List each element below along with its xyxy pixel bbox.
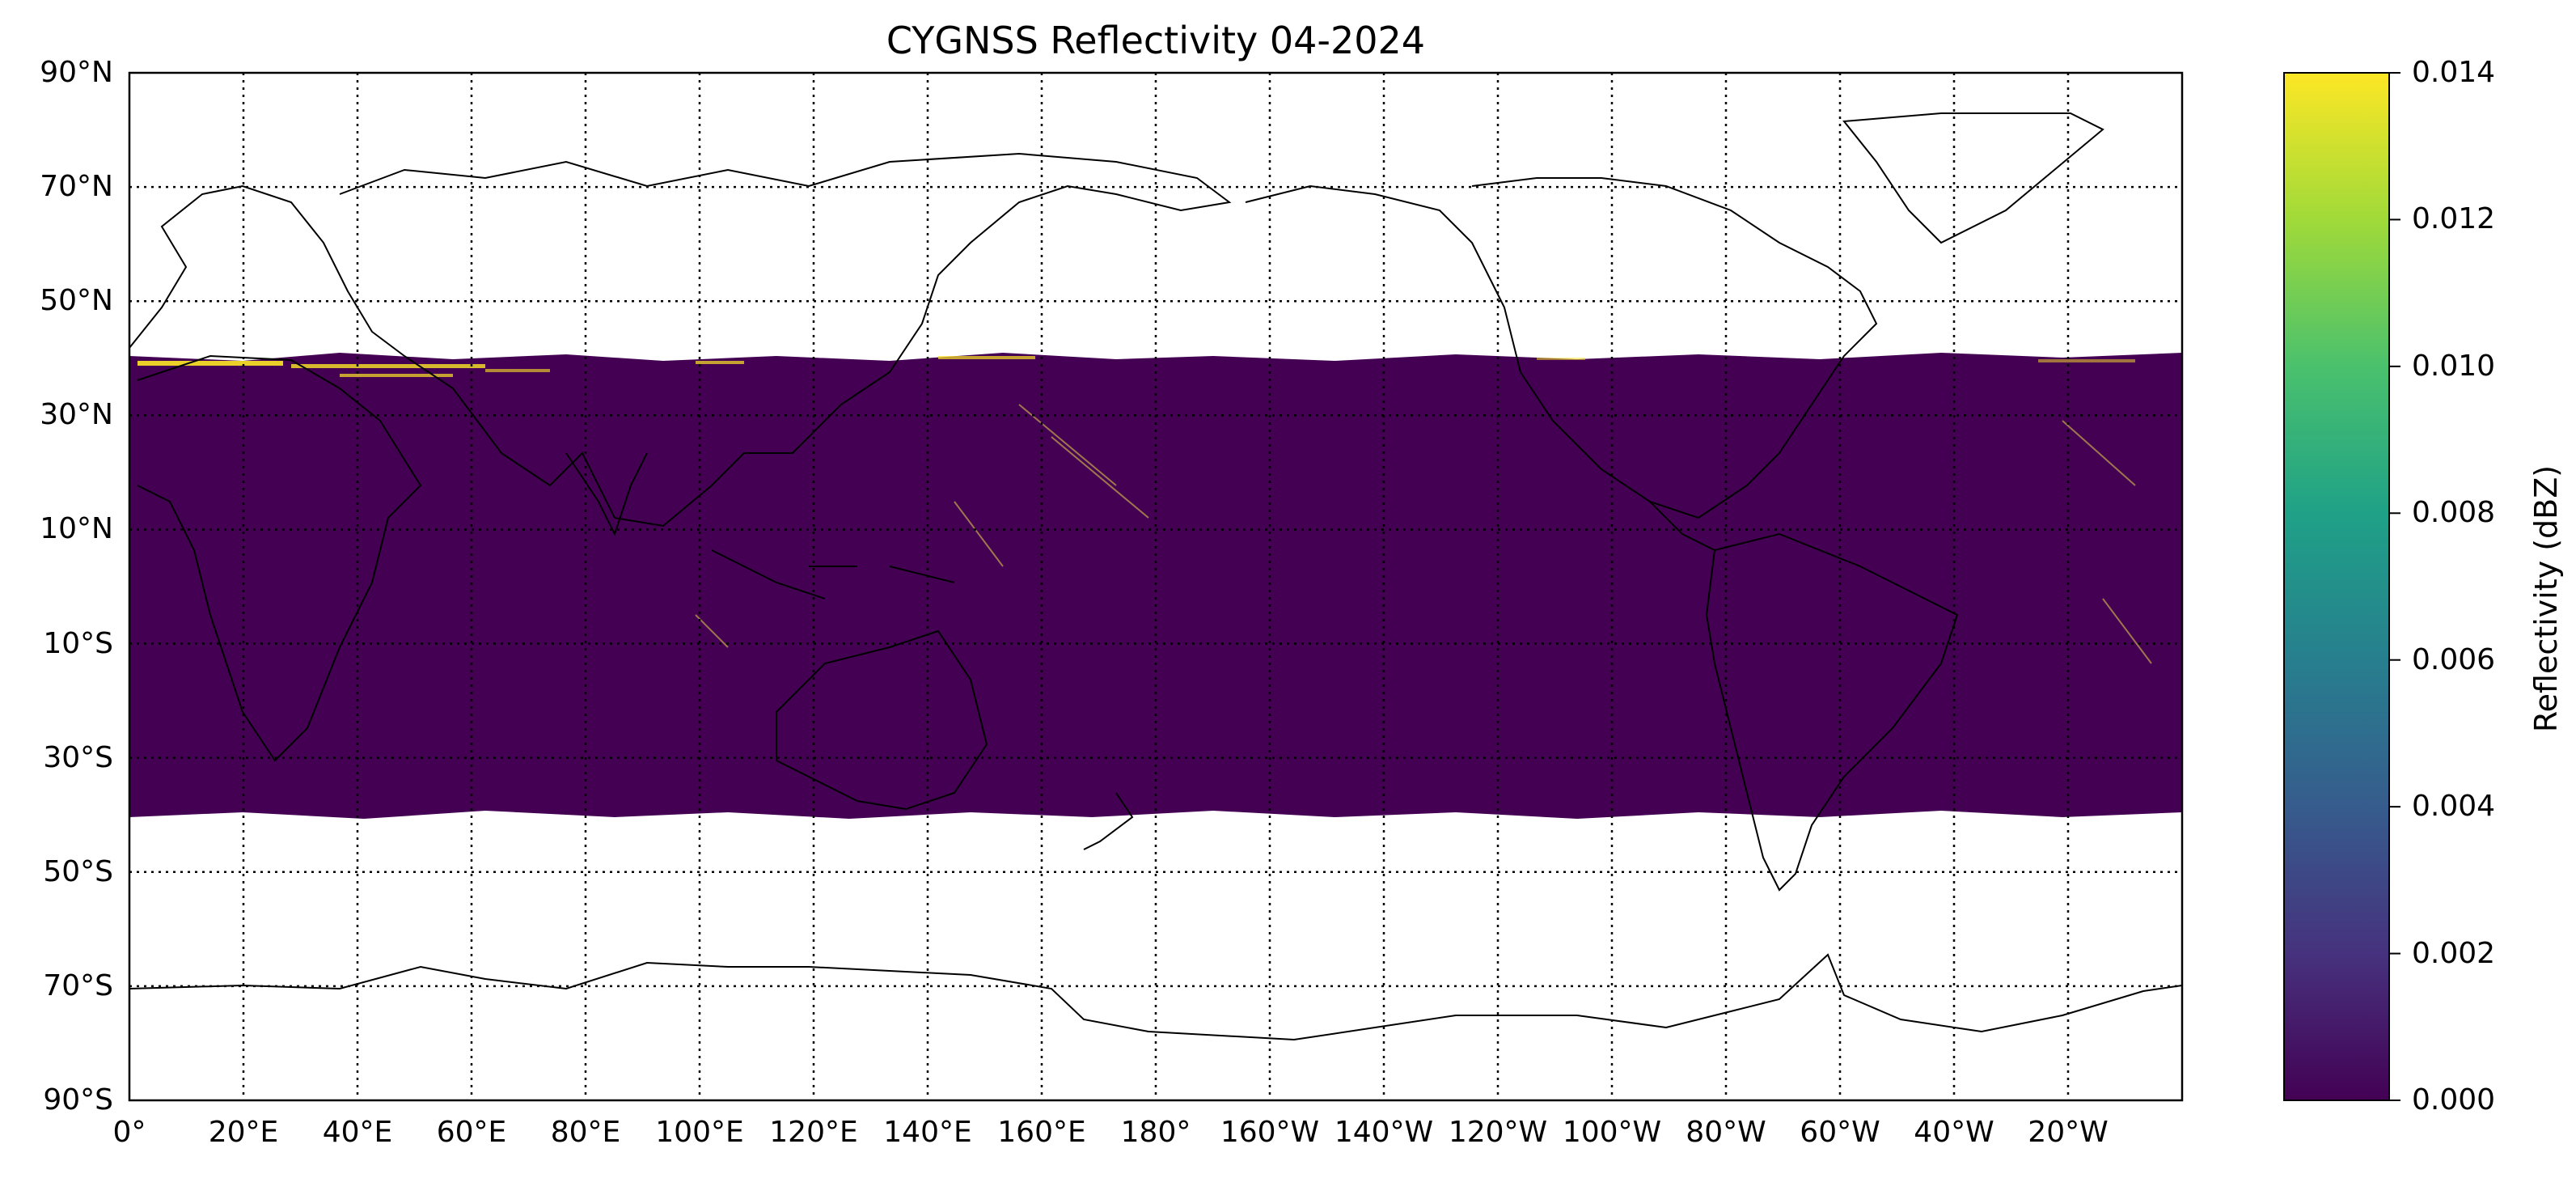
lat-label: 70°N [40, 170, 113, 204]
lat-label: 90°N [40, 56, 113, 89]
map-title: CYGNSS Reflectivity 04-2024 [886, 19, 1426, 62]
lon-label: 140°W [1334, 1116, 1434, 1149]
graticule [129, 73, 2182, 1100]
lat-label: 90°S [43, 1083, 113, 1117]
colorbar-label: Reflectivity (dBZ) [2528, 464, 2564, 733]
colorbar-tick-label: 0.000 [2412, 1083, 2496, 1117]
lat-label: 10°S [43, 626, 113, 660]
north-america-coastline [1245, 177, 1878, 519]
lon-label: 120°E [769, 1116, 858, 1149]
europe-coastline [129, 184, 405, 357]
india-coastline [565, 452, 648, 536]
lon-label: 160°E [997, 1116, 1086, 1149]
colorbar-tick-label: 0.002 [2412, 936, 2496, 970]
lat-label: 70°S [43, 968, 113, 1002]
lon-label: 20°W [2028, 1116, 2109, 1149]
lat-label: 10°N [40, 512, 113, 546]
coastlines [129, 112, 2182, 1041]
lat-label: 50°S [43, 854, 113, 888]
lat-label: 30°S [43, 740, 113, 774]
lon-label: 60°E [436, 1116, 507, 1149]
lon-label: 100°E [655, 1116, 744, 1149]
lon-label: 140°E [883, 1116, 972, 1149]
lon-label: 40°W [1914, 1116, 1994, 1149]
lat-label: 50°N [40, 284, 113, 318]
central-america-coastline [1649, 501, 1715, 551]
lon-label: 80°E [550, 1116, 621, 1149]
colorbar-tick-label: 0.014 [2412, 56, 2496, 89]
lon-label: 20°E [208, 1116, 279, 1149]
lon-label: 180° [1120, 1116, 1191, 1149]
colorbar-ticks [2389, 72, 2400, 1101]
colorbar-tick-label: 0.006 [2412, 642, 2496, 676]
data-band-south-edge [129, 807, 2182, 819]
lon-label: 160°W [1220, 1116, 1320, 1149]
lon-label: 120°W [1448, 1116, 1548, 1149]
map-border [128, 71, 2184, 1102]
colorbar-tick-label: 0.010 [2412, 349, 2496, 383]
colorbar-tick-label: 0.012 [2412, 202, 2496, 236]
sparse-high-reflectivity-tracks [695, 404, 2152, 664]
australia-coastline [776, 629, 988, 811]
indonesia-islands [711, 549, 955, 600]
antarctica-coastline [129, 953, 2182, 1041]
lon-label: 60°W [1800, 1116, 1880, 1149]
lon-label: 100°W [1562, 1116, 1662, 1149]
lon-label: 0° [112, 1116, 146, 1149]
africa-coastline [137, 354, 422, 762]
asia-coastline [339, 152, 1232, 528]
high-reflectivity-streaks [137, 356, 2135, 377]
lat-label: 30°N [40, 398, 113, 432]
south-america-coastline [1705, 532, 1959, 892]
colorbar [2283, 72, 2390, 1101]
colorbar-tick-label: 0.004 [2412, 790, 2496, 824]
colorbar-tick-label: 0.008 [2412, 496, 2496, 530]
new-zealand-coastline [1083, 792, 1134, 850]
lon-label: 40°E [322, 1116, 393, 1149]
lon-label: 80°W [1686, 1116, 1766, 1149]
